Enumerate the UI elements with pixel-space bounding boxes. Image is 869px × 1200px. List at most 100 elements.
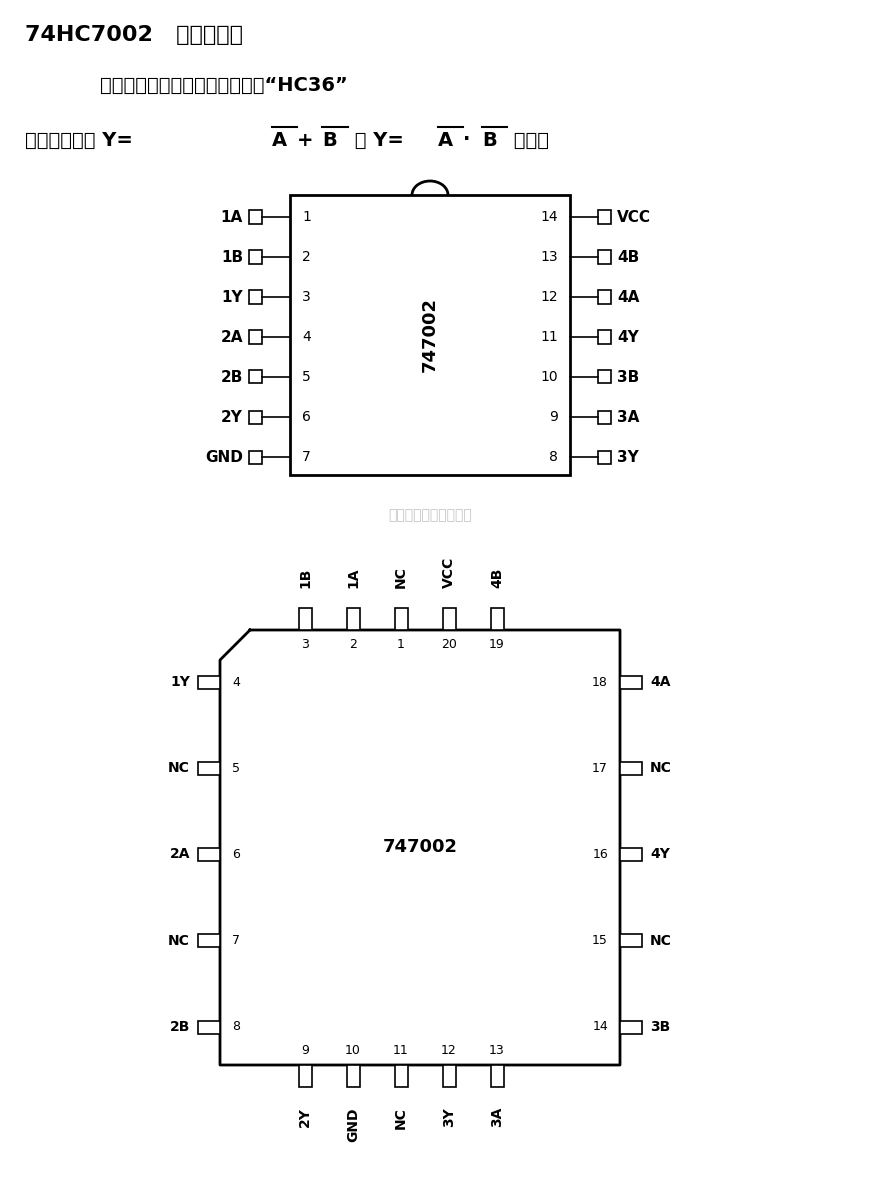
Text: 6: 6 <box>302 410 311 424</box>
Bar <box>298 1066 311 1087</box>
Text: 2: 2 <box>302 250 311 264</box>
Bar <box>620 848 642 862</box>
Text: VCC: VCC <box>442 557 456 588</box>
Text: 3Y: 3Y <box>442 1106 456 1127</box>
Text: 7: 7 <box>232 935 240 947</box>
Text: 14: 14 <box>541 210 558 224</box>
Text: 3: 3 <box>301 637 309 650</box>
Text: 11: 11 <box>541 330 558 344</box>
Text: NC: NC <box>394 566 408 588</box>
Text: 4Y: 4Y <box>617 330 639 344</box>
Text: 3A: 3A <box>617 409 640 425</box>
Text: 4A: 4A <box>650 674 671 689</box>
Text: 3A: 3A <box>490 1106 504 1127</box>
Bar <box>598 330 611 343</box>
Text: 747002: 747002 <box>421 298 439 372</box>
Text: 3Y: 3Y <box>617 450 639 464</box>
Text: B: B <box>322 131 337 150</box>
Bar <box>249 251 262 264</box>
Text: VCC: VCC <box>617 210 651 224</box>
Text: 74HC7002   四正或非门: 74HC7002 四正或非门 <box>25 25 243 44</box>
Bar <box>395 1066 408 1087</box>
Text: NC: NC <box>394 1106 408 1129</box>
Text: 兼容。可实现 Y=: 兼容。可实现 Y= <box>25 131 133 150</box>
Text: 1A: 1A <box>346 568 360 588</box>
Text: 1Y: 1Y <box>170 674 190 689</box>
Text: 4B: 4B <box>617 250 640 264</box>
Text: 10: 10 <box>345 1044 361 1057</box>
Bar <box>198 1020 220 1033</box>
Bar <box>298 608 311 630</box>
Text: 4Y: 4Y <box>650 847 670 862</box>
Text: 2B: 2B <box>169 1020 190 1034</box>
Text: ·: · <box>463 131 470 150</box>
Bar <box>290 194 570 475</box>
Text: 9: 9 <box>301 1044 309 1057</box>
Text: 8: 8 <box>549 450 558 464</box>
Text: B: B <box>482 131 497 150</box>
Text: 1: 1 <box>397 637 405 650</box>
Bar <box>249 410 262 424</box>
Bar <box>490 1066 503 1087</box>
Bar <box>598 410 611 424</box>
Text: 19: 19 <box>489 637 505 650</box>
Text: 2Y: 2Y <box>221 409 243 425</box>
Bar <box>490 608 503 630</box>
Bar <box>442 608 455 630</box>
Text: 功能。: 功能。 <box>507 131 549 150</box>
Text: 7: 7 <box>302 450 311 464</box>
Text: 1: 1 <box>302 210 311 224</box>
Bar <box>198 762 220 775</box>
Text: 13: 13 <box>489 1044 505 1057</box>
Text: 1B: 1B <box>221 250 243 264</box>
Text: NC: NC <box>168 761 190 775</box>
Bar <box>620 762 642 775</box>
Text: 12: 12 <box>441 1044 457 1057</box>
Text: 8: 8 <box>232 1020 240 1033</box>
Bar <box>620 676 642 689</box>
Text: A: A <box>272 131 287 150</box>
Bar <box>598 450 611 463</box>
Text: 20: 20 <box>441 637 457 650</box>
Bar <box>442 1066 455 1087</box>
Bar <box>620 1020 642 1033</box>
Text: 杭州将睷科技有限公司: 杭州将睷科技有限公司 <box>388 508 472 522</box>
Bar <box>249 210 262 223</box>
Bar <box>198 848 220 862</box>
Bar <box>598 210 611 223</box>
Bar <box>249 330 262 343</box>
Bar <box>249 371 262 384</box>
Text: 1Y: 1Y <box>222 289 243 305</box>
Text: 2A: 2A <box>169 847 190 862</box>
Bar <box>395 608 408 630</box>
Text: 18: 18 <box>592 676 608 689</box>
Text: NC: NC <box>168 934 190 948</box>
Text: 16: 16 <box>593 848 608 862</box>
Text: +: + <box>297 131 314 150</box>
Bar <box>598 251 611 264</box>
Text: 10: 10 <box>541 370 558 384</box>
Text: 15: 15 <box>592 935 608 947</box>
Text: GND: GND <box>205 450 243 464</box>
Polygon shape <box>220 630 620 1066</box>
Bar <box>347 608 360 630</box>
Text: 4: 4 <box>232 676 240 689</box>
Text: 5: 5 <box>232 762 240 775</box>
Text: 1B: 1B <box>298 568 312 588</box>
Text: 14: 14 <box>593 1020 608 1033</box>
Text: 11: 11 <box>393 1044 409 1057</box>
Text: 12: 12 <box>541 290 558 304</box>
Text: NC: NC <box>650 934 672 948</box>
Text: 3: 3 <box>302 290 311 304</box>
Text: 3B: 3B <box>617 370 640 384</box>
Text: A: A <box>438 131 453 150</box>
Text: 2A: 2A <box>221 330 243 344</box>
Text: 2B: 2B <box>221 370 243 384</box>
Text: 4A: 4A <box>617 289 640 305</box>
Text: 17: 17 <box>592 762 608 775</box>
Text: 6: 6 <box>232 848 240 862</box>
Bar <box>347 1066 360 1087</box>
Text: NC: NC <box>650 761 672 775</box>
Text: 747002: 747002 <box>382 839 457 857</box>
Text: 9: 9 <box>549 410 558 424</box>
